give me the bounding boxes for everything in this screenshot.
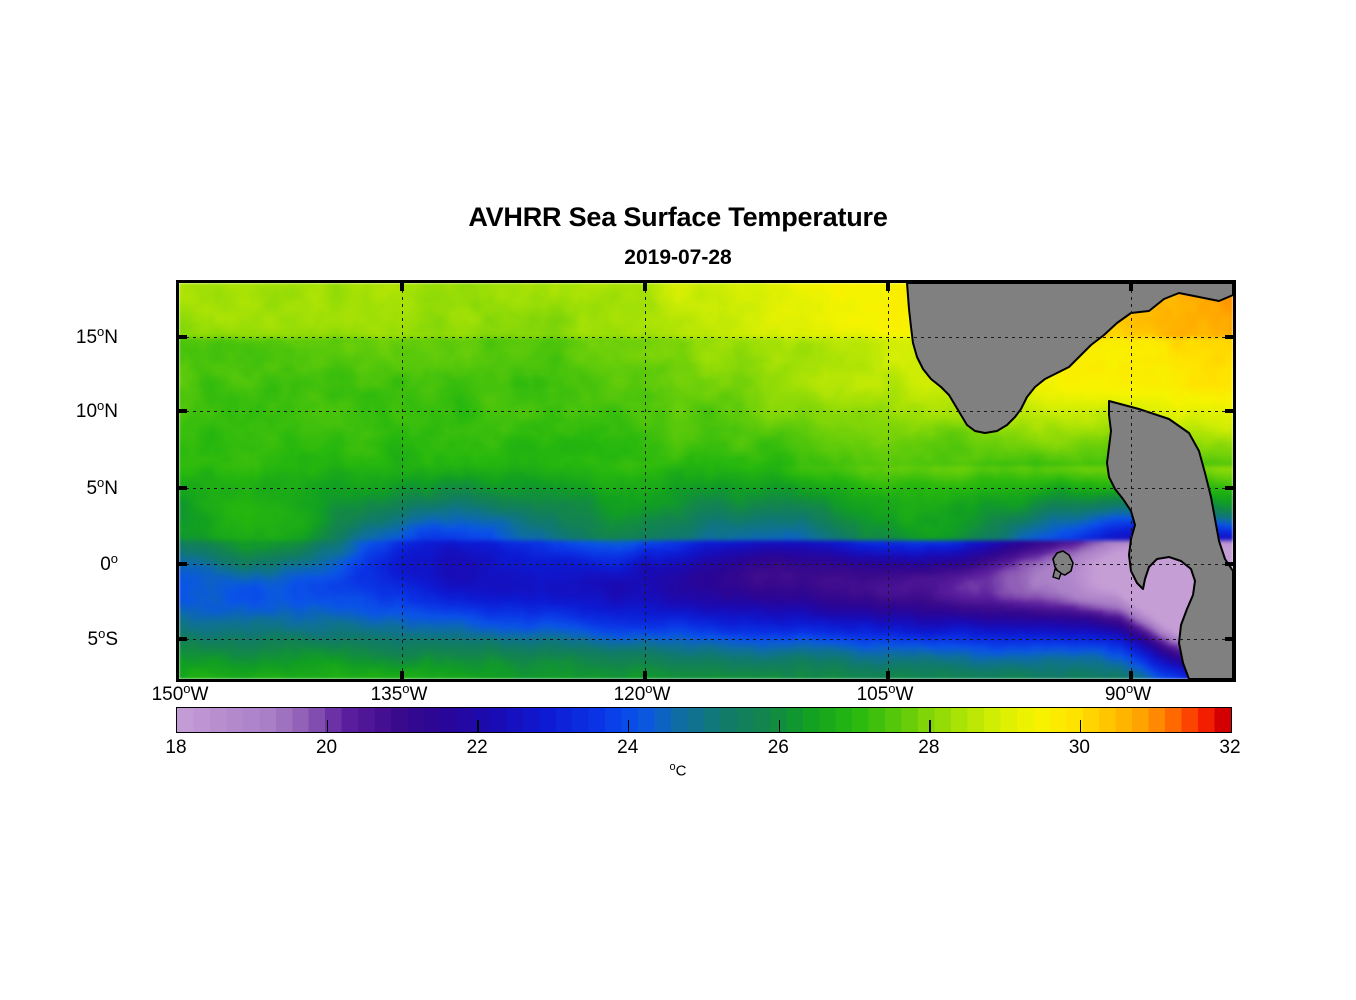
xtick-120W xyxy=(643,671,647,682)
xtick-label-135W: 135oW xyxy=(370,681,428,706)
xtick-top-90W xyxy=(1129,280,1133,291)
xtick-label-105W: 105oW xyxy=(856,681,914,706)
gridline-lat-5S xyxy=(179,639,1233,640)
ytick-label-10N: 10oN xyxy=(75,398,118,423)
xtick-top-120W xyxy=(643,280,647,291)
xtick-top-135W xyxy=(400,280,404,291)
colorbar-tick-24 xyxy=(627,720,630,732)
figure-date: 2019-07-28 xyxy=(624,246,732,269)
land-central-america xyxy=(906,283,1233,434)
xtick-label-120W: 120oW xyxy=(613,681,671,706)
xtick-90W xyxy=(1129,671,1133,682)
ytick-label-5S: 5oS xyxy=(87,626,119,651)
gridline-lat-10N xyxy=(179,411,1233,412)
ytick-right-0 xyxy=(1225,562,1236,566)
colorbar-label-22: 22 xyxy=(466,737,488,758)
ytick-label-15N: 15oN xyxy=(75,324,118,349)
ytick-right-10N xyxy=(1225,409,1236,413)
ytick-15N xyxy=(176,335,187,339)
colorbar-label-20: 20 xyxy=(315,737,338,758)
gridline-lon-90W xyxy=(1131,283,1132,679)
ytick-5S xyxy=(176,637,187,641)
gridline-lat-15N xyxy=(179,337,1233,338)
xtick-label-150W: 150oW xyxy=(151,681,209,706)
ytick-right-5N xyxy=(1225,486,1236,490)
ytick-5N xyxy=(176,486,187,490)
gridline-lon-135W xyxy=(402,283,403,679)
colorbar-label-18: 18 xyxy=(165,737,187,758)
land-overlay xyxy=(906,283,1233,679)
colorbar-gradient xyxy=(177,708,1231,732)
figure-title-block: AVHRR Sea Surface Temperature 2019-07-28 xyxy=(0,202,1356,269)
ytick-label-5N: 5oN xyxy=(86,475,118,500)
ytick-label-0: 0o xyxy=(100,551,118,576)
sst-map-axes xyxy=(176,280,1236,682)
xtick-top-105W xyxy=(886,280,890,291)
ytick-10N xyxy=(176,409,187,413)
gridline-lat-0 xyxy=(179,564,1233,565)
gridline-lon-120W xyxy=(645,283,646,679)
xtick-105W xyxy=(886,671,890,682)
xtick-135W xyxy=(400,671,404,682)
page-title: AVHRR Sea Surface Temperature xyxy=(468,202,888,232)
colorbar-label-30: 30 xyxy=(1068,737,1090,758)
colorbar-label-28: 28 xyxy=(918,737,940,758)
gridline-lon-105W xyxy=(888,283,889,679)
colorbar-tick-20 xyxy=(326,720,329,732)
colorbar xyxy=(176,707,1232,733)
land-south-america xyxy=(1106,400,1233,679)
colorbar-tick-28 xyxy=(929,720,931,732)
ytick-right-5S xyxy=(1225,637,1236,641)
colorbar-tick-26 xyxy=(778,720,781,732)
colorbar-tick-30 xyxy=(1079,720,1082,732)
galapagos-island-small xyxy=(1052,568,1062,580)
ytick-0 xyxy=(176,562,187,566)
colorbar-label-24: 24 xyxy=(617,737,639,758)
galapagos-islands xyxy=(1052,550,1074,576)
sst-map-canvas xyxy=(179,283,1233,679)
xtick-label-90W: 90oW xyxy=(1104,681,1152,706)
colorbar-unit-label: oC xyxy=(669,761,687,780)
colorbar-label-26: 26 xyxy=(767,737,789,758)
colorbar-tick-22 xyxy=(477,720,479,732)
ytick-right-15N xyxy=(1225,335,1236,339)
colorbar-label-32: 32 xyxy=(1219,737,1241,758)
gridline-lat-5N xyxy=(179,488,1233,489)
